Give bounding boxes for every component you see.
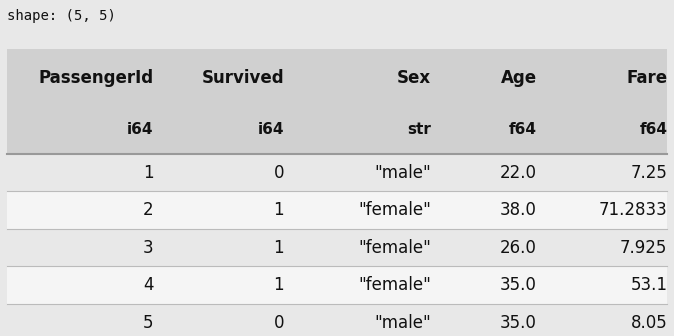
Text: 38.0: 38.0 [500, 201, 537, 219]
Text: "male": "male" [374, 313, 431, 332]
Bar [7, 106, 667, 154]
Bar [7, 49, 667, 106]
Text: 0: 0 [274, 313, 284, 332]
Text: 1: 1 [274, 239, 284, 257]
Text: 1: 1 [274, 201, 284, 219]
Text: 1: 1 [274, 276, 284, 294]
Bar [7, 229, 667, 266]
Text: i64: i64 [127, 122, 154, 137]
Text: str: str [407, 122, 431, 137]
Text: PassengerId: PassengerId [38, 69, 154, 87]
Text: "female": "female" [358, 276, 431, 294]
Text: i64: i64 [257, 122, 284, 137]
Text: Survived: Survived [202, 69, 284, 87]
Text: 7.25: 7.25 [630, 164, 667, 181]
Text: f64: f64 [639, 122, 667, 137]
Text: 53.1: 53.1 [630, 276, 667, 294]
Text: 8.05: 8.05 [630, 313, 667, 332]
Text: 3: 3 [143, 239, 154, 257]
Text: 4: 4 [143, 276, 154, 294]
Text: 5: 5 [143, 313, 154, 332]
Text: 35.0: 35.0 [500, 276, 537, 294]
Text: 26.0: 26.0 [500, 239, 537, 257]
Text: Fare: Fare [626, 69, 667, 87]
Text: 71.2833: 71.2833 [599, 201, 667, 219]
Text: 1: 1 [143, 164, 154, 181]
Text: 2: 2 [143, 201, 154, 219]
Text: 22.0: 22.0 [500, 164, 537, 181]
Text: "female": "female" [358, 239, 431, 257]
Text: shape: (5, 5): shape: (5, 5) [7, 9, 116, 23]
Bar [7, 154, 667, 191]
Text: Age: Age [501, 69, 537, 87]
Text: 35.0: 35.0 [500, 313, 537, 332]
Text: "male": "male" [374, 164, 431, 181]
Text: Sex: Sex [397, 69, 431, 87]
Text: f64: f64 [509, 122, 537, 137]
Bar [7, 304, 667, 336]
Bar [7, 266, 667, 304]
Text: "female": "female" [358, 201, 431, 219]
Text: 0: 0 [274, 164, 284, 181]
Text: 7.925: 7.925 [620, 239, 667, 257]
Bar [7, 191, 667, 229]
